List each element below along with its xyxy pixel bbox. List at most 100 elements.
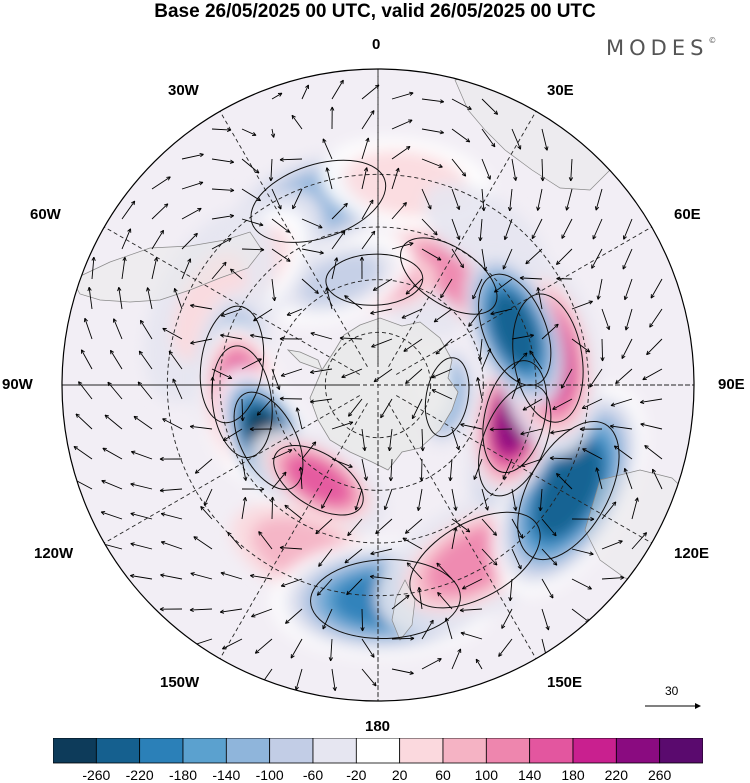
wind-arrowhead: [623, 467, 628, 473]
wind-arrowhead: [160, 573, 165, 578]
wind-arrow: [331, 230, 346, 250]
wind-arrowhead: [310, 369, 315, 375]
wind-arrow: [361, 110, 375, 130]
wind-arrow: [582, 448, 603, 460]
wind-arrowhead: [460, 422, 465, 428]
south-america-landmass: [71, 231, 263, 303]
wind-arrowhead: [550, 430, 555, 435]
wind-arrowhead: [461, 585, 467, 590]
wind-arrow: [541, 608, 549, 631]
wind-arrow: [625, 308, 633, 331]
wind-arrowhead: [258, 531, 263, 536]
wind-arrow: [361, 84, 380, 100]
wind-arrow: [211, 261, 227, 280]
wind-arrowhead: [249, 427, 254, 432]
wind-arrowhead: [383, 505, 388, 511]
wind-arrowhead: [371, 230, 376, 236]
wind-arrow: [326, 287, 333, 310]
colorbar-swatch: [355, 738, 401, 764]
wind-arrowhead: [112, 318, 117, 323]
wind-arrowhead: [328, 657, 333, 662]
wind-arrowhead: [159, 607, 164, 612]
colorbar-tick-label: 60: [435, 767, 451, 783]
wind-arrow: [431, 389, 453, 400]
wind-arrow: [190, 572, 213, 580]
wind-arrow: [479, 218, 483, 241]
wind-arrowhead: [294, 686, 299, 691]
wind-arrow: [281, 578, 303, 587]
wind-arrowhead: [402, 202, 407, 207]
wind-arrow: [361, 199, 374, 220]
wind-arrow: [571, 578, 592, 590]
wind-arrowhead: [270, 496, 275, 501]
wind-arrowhead: [589, 383, 594, 388]
wind-arrow: [375, 518, 393, 535]
wind-arrow: [241, 128, 257, 136]
wind-arrow: [390, 458, 393, 481]
wind-arrowhead: [243, 476, 248, 481]
contour-1: [400, 237, 498, 315]
contour-10: [199, 305, 265, 424]
wind-arrow: [421, 218, 438, 236]
wind-arrowhead: [620, 575, 625, 580]
wind-arrow: [601, 338, 604, 362]
wind-arrow: [301, 278, 319, 294]
contour-15: [310, 559, 461, 640]
wind-arrowhead: [370, 653, 375, 658]
wind-arrow: [318, 548, 333, 567]
wind-arrow: [597, 278, 603, 300]
contour-18: [517, 420, 620, 561]
brand-mark: ©: [708, 36, 717, 45]
wind-arrow: [292, 188, 303, 210]
wind-arrow: [475, 658, 483, 670]
wind-arrow: [421, 619, 434, 640]
wind-arrowhead: [78, 381, 83, 386]
wind-arrow: [541, 158, 544, 182]
wind-arrowhead: [600, 357, 605, 362]
wind-arrowhead: [295, 407, 300, 412]
wind-arrow: [502, 458, 513, 480]
wind-arrowhead: [465, 138, 471, 143]
wind-arrow: [147, 287, 153, 310]
wind-arrowhead: [622, 235, 627, 240]
wind-arrow: [162, 327, 183, 340]
wind-arrow: [361, 668, 377, 687]
wind-arrow: [451, 527, 457, 550]
wind-arrowhead: [254, 649, 260, 654]
wind-arrowhead: [519, 534, 524, 539]
wind-arrowhead: [618, 540, 623, 545]
wind-arrowhead: [344, 295, 349, 300]
wind-arrowhead: [362, 446, 367, 452]
wind-arrow: [91, 257, 95, 280]
wind-arrowhead: [230, 188, 235, 193]
wind-arrow: [133, 415, 153, 430]
wind-arrowhead: [431, 389, 437, 394]
wind-arrow: [481, 158, 491, 180]
wind-arrowhead: [644, 445, 649, 450]
wind-arrow: [650, 278, 663, 299]
wind-arrowhead: [461, 172, 467, 177]
wind-arrow: [361, 428, 366, 451]
wind-arrow: [592, 218, 603, 240]
wind-arrow: [286, 308, 303, 316]
wind-arrowhead: [122, 256, 127, 262]
wind-arrowhead: [540, 177, 545, 182]
wind-arrow: [280, 368, 303, 377]
wind-arrow: [341, 368, 363, 378]
wind-arrowhead: [373, 378, 379, 383]
wind-arrowhead: [371, 343, 376, 348]
wind-arrow: [435, 338, 453, 355]
anomaly-center-4: [266, 233, 413, 325]
wind-arrow: [541, 323, 559, 340]
wind-arrow: [241, 497, 246, 520]
wind-arrow: [481, 488, 489, 511]
wind-arrowhead: [172, 378, 177, 383]
wind-arrowhead: [401, 314, 406, 319]
wind-arrow: [241, 248, 265, 251]
contour-12: [233, 391, 304, 490]
wind-arrow: [610, 398, 633, 406]
wind-arrowhead: [579, 427, 584, 432]
wind-arrow: [372, 278, 393, 291]
colorbar-swatch: [485, 738, 531, 764]
colorbar-tick-label: 140: [517, 767, 542, 783]
